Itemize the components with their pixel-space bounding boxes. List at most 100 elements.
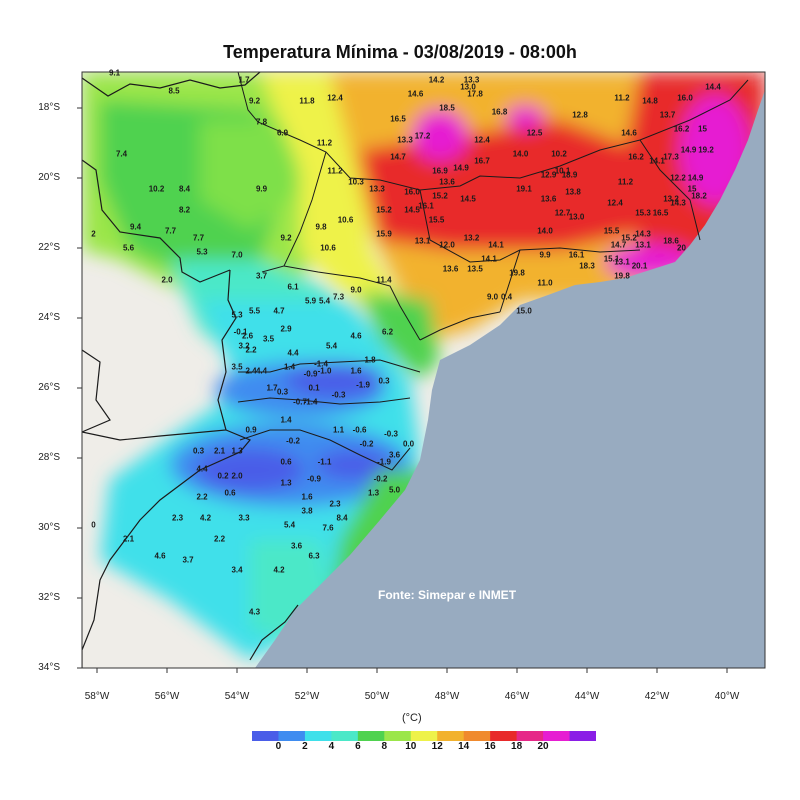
station-value: 2.2 — [196, 492, 208, 501]
station-value: 14.6 — [407, 89, 424, 99]
station-value: 13.6 — [439, 177, 455, 186]
lon-tick-label: 58°W — [84, 691, 110, 702]
colorbar-segment — [331, 731, 359, 741]
lat-tick-label: 32°S — [38, 592, 60, 603]
station-value: 4.2 — [199, 513, 212, 522]
colorbar-label: 6 — [355, 741, 361, 752]
station-value: -0.3 — [331, 390, 346, 400]
tick-marks — [77, 107, 728, 673]
colorbar-label: 8 — [381, 741, 388, 752]
colorbar-label: 10 — [405, 741, 417, 752]
station-value: 15.5 — [603, 226, 620, 235]
station-value: 0 — [91, 520, 96, 529]
station-value: 11.2 — [614, 93, 630, 102]
station-value: 1.3 — [367, 488, 380, 498]
station-value: 1.3 — [231, 446, 243, 456]
map-frame — [81, 71, 766, 669]
station-value: 12.4 — [327, 93, 343, 102]
station-value: 0.3 — [378, 376, 390, 386]
station-value: 5.6 — [122, 243, 135, 253]
station-value: 3.7 — [255, 271, 268, 281]
lon-tick-label: 56°W — [154, 691, 180, 702]
station-value: 13.3 — [397, 135, 413, 144]
station-value: -0.9 — [307, 474, 321, 484]
station-value: 20 — [677, 243, 686, 253]
station-value: 9.2 — [248, 96, 261, 106]
station-value: 0.6 — [224, 488, 236, 498]
colorbar-label: 0 — [275, 741, 282, 752]
station-value: 15.2 — [376, 205, 392, 214]
station-value: 18.9 — [561, 170, 578, 179]
station-value: 2.1 — [213, 446, 226, 456]
station-value: 16.7 — [474, 156, 490, 165]
station-value: 13.8 — [565, 187, 581, 197]
station-value: 11.2 — [316, 138, 333, 148]
station-value: 11.0 — [537, 278, 553, 288]
colorbar-label: 16 — [484, 741, 496, 752]
station-value: 12.9 — [540, 170, 557, 179]
station-value: 6.2 — [381, 327, 394, 337]
lon-tick-label: 54°W — [224, 691, 250, 702]
lat-tick-label: 22°S — [38, 242, 60, 253]
station-value: 13.0 — [568, 212, 585, 221]
station-value: -1.0 — [317, 366, 332, 375]
station-value: 3.4 — [231, 565, 243, 575]
colorbar-segment — [357, 731, 385, 741]
station-value: 4.4 — [255, 366, 268, 375]
station-value: 15.3 — [635, 208, 651, 218]
colorbar-segment — [463, 731, 491, 741]
station-value: 5.5 — [248, 306, 261, 316]
station-value: 8.4 — [178, 184, 191, 193]
station-value: 14.4 — [705, 82, 721, 92]
lon-tick-label: 48°W — [434, 691, 460, 702]
station-value: 15.1 — [603, 254, 620, 263]
lat-tick-label: 20°S — [38, 172, 60, 183]
station-value: 2.0 — [231, 471, 243, 480]
station-value: 13.1 — [414, 236, 431, 246]
station-value: 18.6 — [663, 236, 679, 246]
station-value: 0.6 — [280, 457, 292, 466]
station-value: 0.1 — [308, 383, 320, 393]
station-value: 7.6 — [322, 523, 334, 533]
map-title: Temperatura Mínima - 03/08/2019 - 08:00h — [223, 42, 577, 62]
station-value: -1.4 — [303, 397, 318, 407]
lon-tick-label: 40°W — [714, 691, 740, 702]
station-value: -0.6 — [352, 425, 367, 435]
station-value: 6.9 — [276, 128, 289, 137]
station-value: 13.7 — [659, 110, 676, 120]
station-value: 18.3 — [579, 261, 595, 270]
state-borders — [237, 72, 749, 471]
station-value: 5.4 — [283, 520, 296, 529]
station-value: 19.1 — [516, 184, 532, 193]
station-value: 14.5 — [460, 194, 476, 204]
station-value: 15 — [687, 184, 697, 193]
station-value: 13.6 — [540, 194, 557, 204]
station-value: 2.3 — [171, 513, 184, 522]
station-value: 14.5 — [404, 205, 420, 214]
station-value: 16.2 — [628, 152, 644, 162]
station-value: 12.8 — [572, 110, 588, 120]
station-value: 19.8 — [614, 271, 630, 281]
station-value: 13.2 — [463, 233, 480, 242]
station-value: 1.4 — [283, 362, 296, 372]
station-value: 3.5 — [262, 334, 275, 344]
station-value: 4.6 — [350, 331, 362, 340]
station-value: 15.0 — [516, 306, 532, 316]
lat-tick-label: 18°S — [38, 102, 60, 113]
station-value: 12.0 — [439, 240, 455, 249]
station-value: 2.2 — [245, 345, 257, 354]
colorbar-label: 20 — [537, 741, 549, 752]
colorbar — [252, 731, 596, 741]
colorbar-segment — [410, 731, 438, 741]
station-value: 3.6 — [388, 450, 401, 459]
station-value: 20.1 — [631, 261, 648, 270]
station-value: -0.2 — [286, 436, 300, 445]
station-value: 12.7 — [554, 208, 571, 218]
station-value: 0.3 — [192, 446, 205, 456]
station-value: -0.1 — [233, 327, 248, 337]
station-value: 17.3 — [663, 152, 679, 162]
lat-tick-label: 28°S — [38, 452, 60, 463]
station-value: 14.9 — [687, 173, 704, 183]
lon-tick-label: 46°W — [504, 691, 530, 702]
